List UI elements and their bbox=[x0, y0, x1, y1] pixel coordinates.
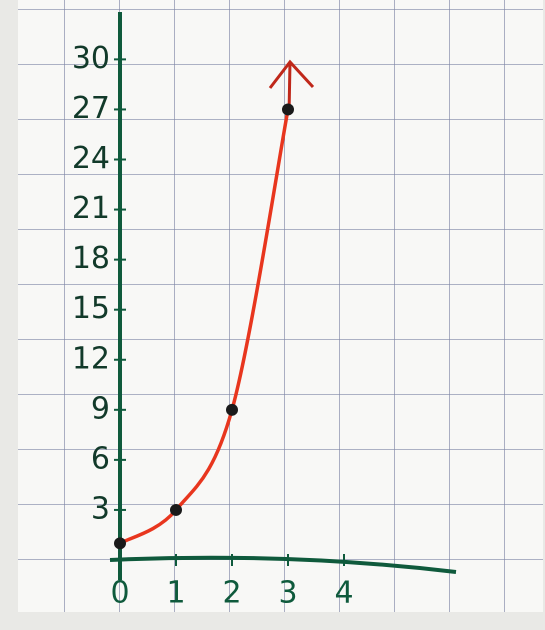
page: 3691215182124273001234 (() => { const da… bbox=[0, 0, 545, 630]
point bbox=[114, 537, 126, 549]
y-tick-label: 12 bbox=[72, 341, 110, 376]
y-tick-label: 21 bbox=[72, 191, 110, 226]
y-tick-label: 24 bbox=[72, 141, 110, 176]
point bbox=[170, 504, 182, 516]
x-tick-label: 2 bbox=[222, 576, 241, 611]
y-tick-label: 27 bbox=[72, 91, 110, 126]
y-tick-label: 15 bbox=[72, 291, 110, 326]
x-tick-label: 3 bbox=[278, 576, 297, 611]
y-tick-label: 18 bbox=[72, 241, 110, 276]
point bbox=[226, 404, 238, 416]
x-tick-label: 0 bbox=[110, 576, 129, 611]
point bbox=[282, 103, 294, 115]
x-tick-label: 1 bbox=[166, 576, 185, 611]
y-tick-label: 9 bbox=[91, 391, 110, 426]
chart: 3691215182124273001234 bbox=[0, 0, 545, 630]
x-tick-label: 4 bbox=[334, 576, 353, 611]
y-tick-label: 6 bbox=[91, 441, 110, 476]
y-tick-label: 30 bbox=[72, 41, 110, 76]
y-tick-label: 3 bbox=[91, 491, 110, 526]
